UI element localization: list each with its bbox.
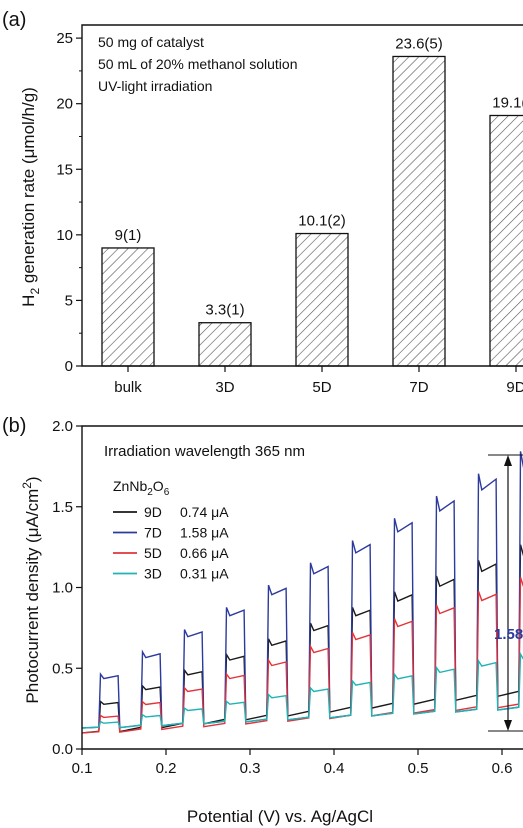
legend-series-name: 7D — [144, 525, 162, 541]
bar-value-label: 9(1) — [115, 227, 142, 244]
y-tick-label: 10 — [56, 227, 73, 244]
x-tick-label: 0.5 — [408, 760, 429, 777]
annotation-catalyst: 50 mg of catalyst — [98, 34, 204, 50]
x-tick-label: 0.2 — [156, 760, 177, 777]
annotation-methanol: 50 mL of 20% methanol solution — [98, 56, 298, 72]
panel-b-axes: 0.0 0.5 1.0 1.5 2.0 0.1 0.2 0.3 0.4 0.5 0.6 — [52, 418, 523, 777]
amplitude-arrow: 1.58 — [488, 454, 523, 732]
bar-value-label: 23.6(5) — [395, 35, 443, 52]
y-tick-label: 1.5 — [52, 499, 73, 516]
panel-a-annotations: 50 mg of catalyst 50 mL of 20% methanol … — [98, 34, 298, 94]
y-tick-label: 5 — [65, 292, 73, 309]
panel-b-curves — [82, 451, 523, 734]
legend-series-value: 0.74 μA — [180, 504, 229, 520]
y-tick-label: 0.5 — [52, 660, 73, 677]
series-line-7D — [82, 451, 523, 729]
x-tick-label: 0.1 — [72, 760, 93, 777]
x-tick-label: 5D — [312, 379, 331, 396]
legend-series-name: 5D — [144, 545, 162, 561]
panel-a-ylabel: H2 generation rate (μmol/h/g) — [19, 87, 42, 307]
y-tick-label: 25 — [56, 30, 73, 47]
x-tick-label: 3D — [215, 379, 234, 396]
panel-b-label: (b) — [2, 415, 26, 437]
x-tick-label: 9D — [506, 379, 523, 396]
bar-5D — [295, 232, 349, 367]
amplitude-label: 1.58 — [494, 626, 523, 643]
y-tick-label: 0.0 — [52, 741, 73, 758]
panel-a: (a) H2 generation rate (μmol/h/g) 9(1) 3.… — [2, 9, 523, 396]
legend-series-value: 0.66 μA — [180, 545, 229, 561]
bar-7D — [392, 55, 446, 367]
x-tick-label: 0.4 — [324, 760, 345, 777]
legend-title: ZnNb2O6 — [113, 478, 170, 498]
legend-series-value: 1.58 μA — [180, 525, 229, 541]
panel-b-legend: 9D 0.74 μA 7D 1.58 μA 5D 0.66 μA 3D 0.31 μA — [113, 504, 229, 582]
series-line-3D — [82, 651, 523, 729]
y-tick-label: 2.0 — [52, 418, 73, 435]
legend-series-name: 3D — [144, 566, 162, 582]
panel-b-xlabel: Potential (V) vs. Ag/AgCl — [187, 807, 373, 826]
panel-b: (b) Photocurrent density (μA/cm2) Potent… — [2, 415, 523, 826]
bar-value-label: 3.3(1) — [205, 302, 244, 319]
bar-value-label: 10.1(2) — [298, 213, 346, 230]
annotation-irradiation: UV-light irradiation — [98, 78, 212, 94]
bar-bulk — [101, 247, 155, 367]
y-tick-label: 15 — [56, 161, 73, 178]
x-tick-label: 0.6 — [492, 760, 513, 777]
x-tick-label: 7D — [409, 379, 428, 396]
bar-9D — [489, 114, 523, 367]
bar-3D — [198, 322, 252, 367]
panel-a-frame — [81, 24, 523, 367]
panel-b-annotation: Irradiation wavelength 365 nm — [104, 443, 305, 460]
panel-a-axes: bulk 3D 5D 7D 9D 0 5 10 15 20 25 — [56, 24, 523, 396]
x-tick-label: 0.3 — [240, 760, 261, 777]
panel-a-bars: 9(1) 3.3(1) 10.1(2) 23.6(5) 19.1(1) — [101, 35, 523, 367]
panel-a-label: (a) — [2, 9, 26, 31]
bar-value-label: 19.1(1) — [492, 94, 523, 111]
series-line-5D — [82, 577, 523, 734]
y-tick-label: 0 — [65, 358, 73, 375]
legend-series-name: 9D — [144, 504, 162, 520]
x-tick-label: bulk — [114, 379, 142, 396]
panel-b-ylabel: Photocurrent density (μA/cm2) — [20, 476, 42, 703]
y-tick-label: 20 — [56, 96, 73, 113]
legend-series-value: 0.31 μA — [180, 566, 229, 582]
y-tick-label: 1.0 — [52, 580, 73, 597]
